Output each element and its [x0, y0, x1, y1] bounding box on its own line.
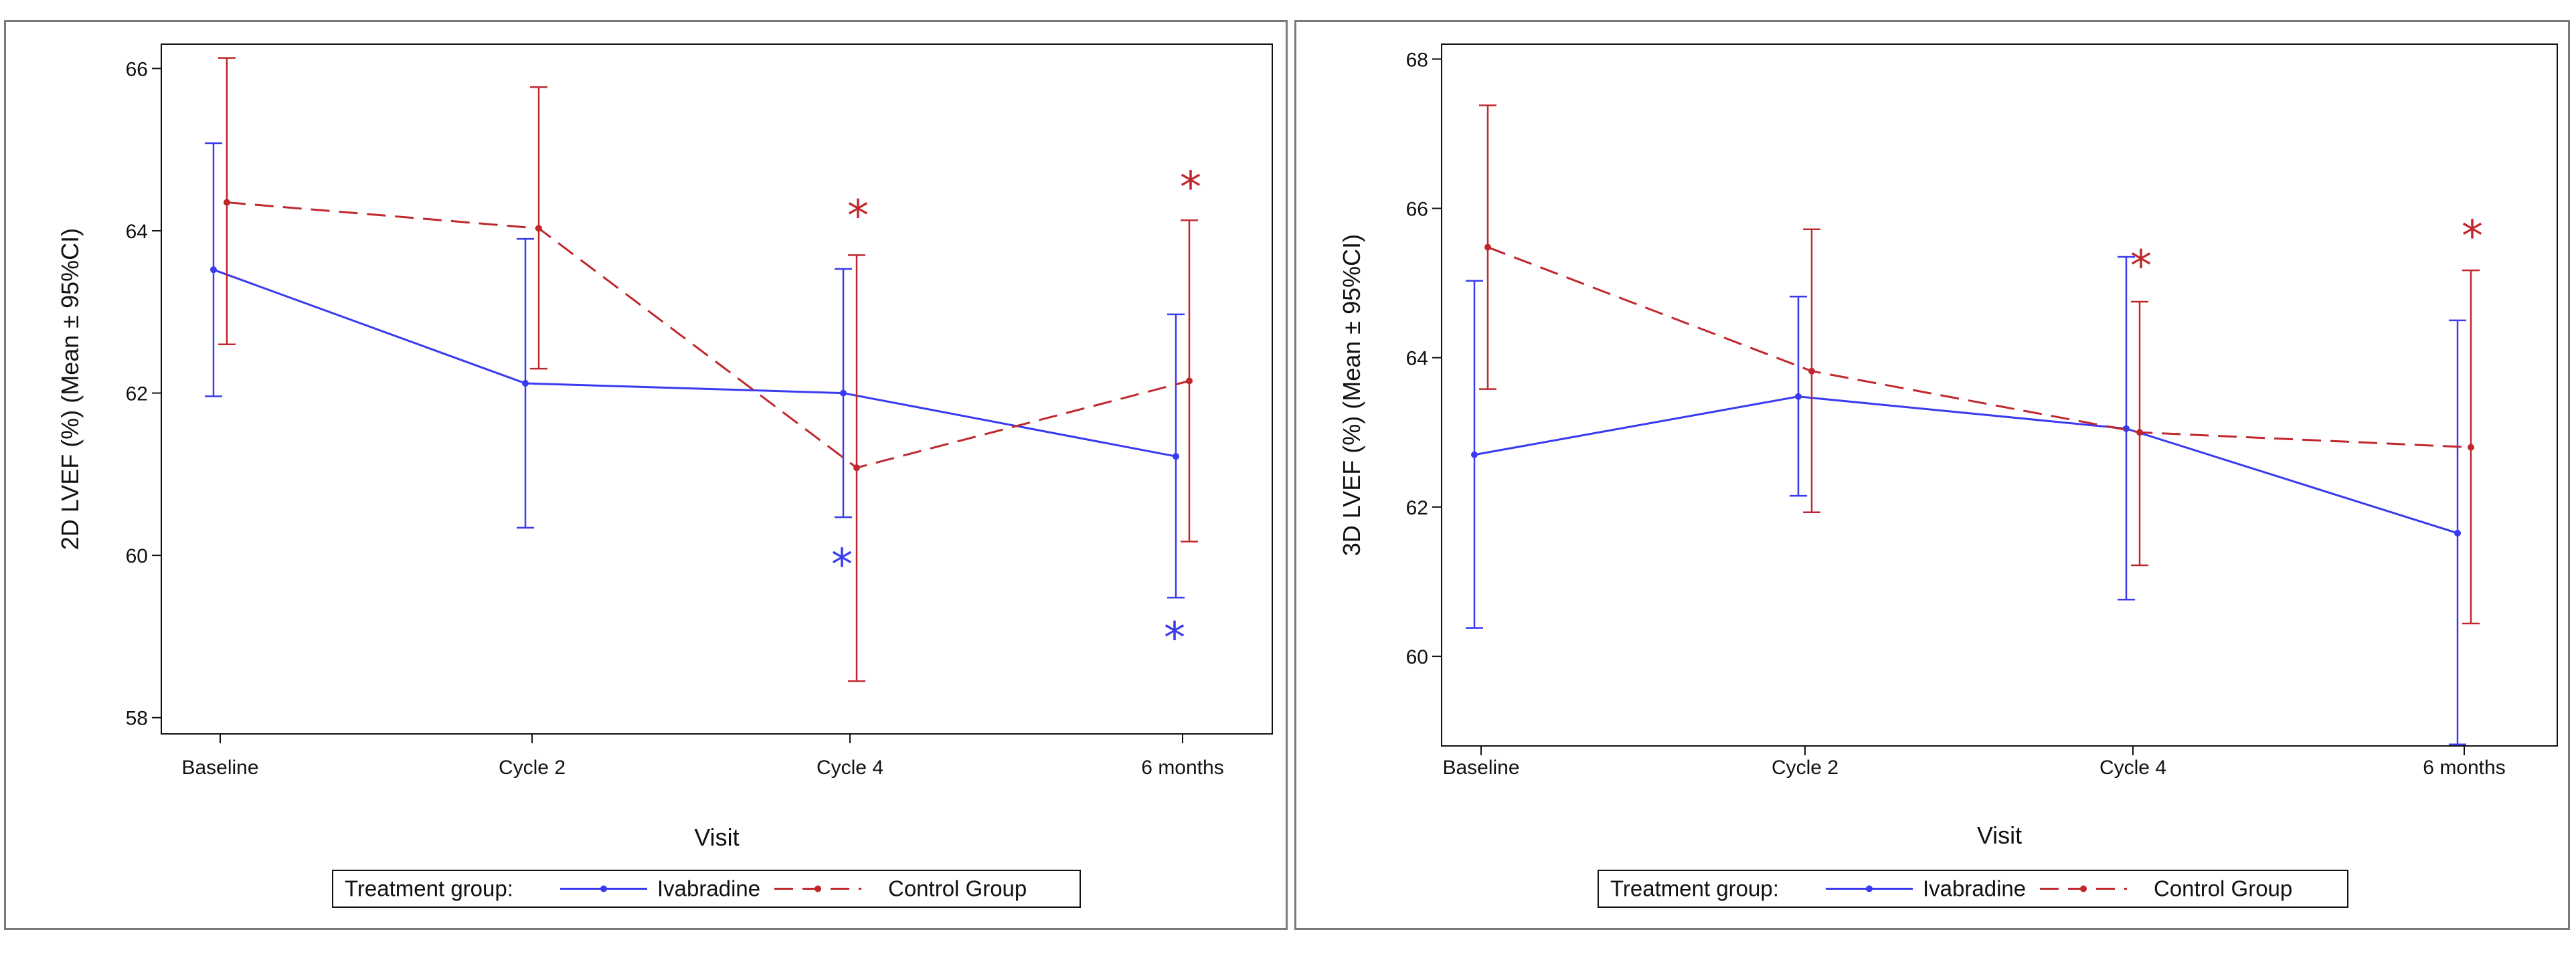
y-tick-label: 60 [126, 545, 148, 567]
data-point [853, 464, 860, 472]
y-tick-label: 68 [1406, 49, 1428, 71]
series-line [213, 268, 1177, 458]
x-tick-label: Cycle 4 [2099, 757, 2166, 779]
data-point [1471, 451, 1478, 458]
data-point [1173, 453, 1179, 460]
series-control-group: ** [1479, 104, 2483, 625]
legend-title: Treatment group: [1610, 876, 1779, 901]
x-tick-label: Baseline [1442, 757, 1519, 779]
legend-swatch-marker [814, 885, 821, 892]
chart-3d-lvef: 60 62 64 66 68 Baseline Cycle 2 Cycle 4 6 months… [1338, 43, 2558, 908]
y-tick-label: 66 [126, 58, 148, 80]
x-tick-label: 6 months [1141, 757, 1223, 779]
y-tick-label: 62 [1406, 497, 1428, 519]
legend-swatch-marker [2080, 885, 2087, 892]
x-tick-label: Cycle 4 [817, 757, 883, 779]
data-point [2136, 429, 2143, 436]
legend-frame [1598, 870, 2348, 908]
x-tick-label: Baseline [181, 757, 258, 779]
data-point [1795, 393, 1802, 400]
x-tick-label: Cycle 2 [499, 757, 566, 779]
significance-star: * [2462, 212, 2483, 262]
data-point [1484, 244, 1491, 251]
legend-frame [332, 870, 1081, 908]
data-point [1808, 367, 1815, 375]
series-line [1487, 246, 2472, 449]
y-tick-label: 58 [126, 708, 148, 730]
series-ivabradine [1466, 256, 2466, 746]
data-point [2123, 425, 2130, 432]
data-point [2468, 444, 2474, 451]
data-point [840, 389, 847, 397]
significance-star: * [2130, 242, 2152, 292]
plot-frame [161, 43, 1273, 735]
data-point [224, 199, 230, 206]
x-axis-title: Visit [1977, 822, 2022, 849]
legend-label: Ivabradine [1923, 876, 2026, 901]
y-axis-title: 2D LVEF (%) (Mean ± 95%CI) [56, 228, 84, 550]
plot-frame [1441, 43, 2558, 747]
right-panel: 60 62 64 66 68 Baseline Cycle 2 Cycle 4 6 months… [1294, 20, 2570, 930]
y-tick-label: 64 [126, 221, 148, 243]
significance-star: * [831, 541, 853, 590]
significance-star: * [1164, 613, 1185, 663]
y-axis-title: 3D LVEF (%) (Mean ± 95%CI) [1338, 234, 1365, 556]
legend-swatch-marker [1866, 885, 1873, 892]
chart-2d-lvef: 58 60 62 64 66 Baseline Cycle 2 Cycle 4 6 months… [56, 43, 1273, 908]
y-tick-label: 64 [1406, 348, 1428, 370]
x-tick-label: Cycle 2 [1772, 757, 1838, 779]
significance-star: * [847, 192, 869, 242]
y-tick-label: 60 [1406, 646, 1428, 668]
series-ivabradine: ** [205, 142, 1185, 663]
data-point [1186, 377, 1193, 385]
y-tick-label: 66 [1406, 199, 1428, 221]
legend: Treatment group: Ivabradine Control Group [1598, 870, 2348, 908]
data-point [210, 266, 217, 274]
data-point [535, 225, 542, 232]
data-point [522, 380, 529, 387]
legend-title: Treatment group: [345, 876, 513, 901]
legend-label: Control Group [2154, 876, 2292, 901]
legend: Treatment group: Ivabradine Control Group [332, 870, 1081, 908]
x-axis-title: Visit [694, 824, 739, 851]
left-panel: 58 60 62 64 66 Baseline Cycle 2 Cycle 4 6 months… [4, 20, 1288, 930]
y-tick-label: 62 [126, 383, 148, 405]
x-tick-label: 6 months [2423, 757, 2505, 779]
series-control-group: ** [218, 57, 1201, 682]
legend-label: Ivabradine [657, 876, 760, 901]
legend-swatch-marker [600, 885, 607, 892]
significance-star: * [1180, 163, 1201, 213]
legend-label: Control Group [888, 876, 1027, 901]
series-line [226, 201, 1190, 469]
data-point [2454, 529, 2461, 537]
series-line [1474, 395, 2458, 535]
